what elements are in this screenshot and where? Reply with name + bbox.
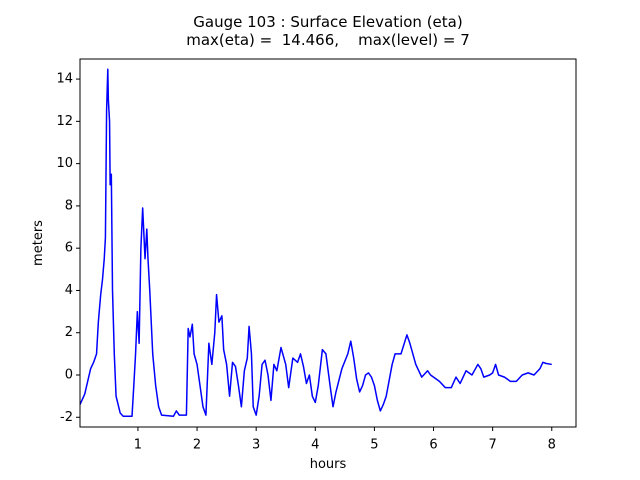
x-tick-label: 4 — [311, 438, 319, 453]
y-tick-label: 6 — [65, 241, 73, 256]
y-tick-label: 8 — [65, 198, 73, 213]
y-tick-label: 14 — [56, 72, 73, 87]
y-axis-label: meters — [31, 220, 46, 266]
x-tick-label: 6 — [429, 438, 437, 453]
y-tick-label: 2 — [65, 325, 73, 340]
x-tick-label: 5 — [370, 438, 378, 453]
x-axis-label: hours — [310, 457, 347, 472]
chart-title: Gauge 103 : Surface Elevation (eta) — [193, 13, 462, 31]
x-tick-label: 2 — [193, 438, 201, 453]
plot-frame — [79, 58, 577, 428]
data-line — [79, 68, 552, 417]
x-tick-label: 3 — [252, 438, 260, 453]
x-tick-label: 8 — [548, 438, 556, 453]
x-tick-label: 7 — [489, 438, 497, 453]
y-tick-label: 4 — [65, 283, 73, 298]
y-tick-label: 12 — [56, 114, 73, 129]
x-tick-label: 1 — [134, 438, 142, 453]
y-tick-label: -2 — [60, 410, 73, 425]
y-tick-label: 0 — [65, 368, 73, 383]
chart-subtitle: max(eta) = 14.466, max(level) = 7 — [186, 31, 470, 49]
y-tick-label: 10 — [56, 156, 73, 171]
